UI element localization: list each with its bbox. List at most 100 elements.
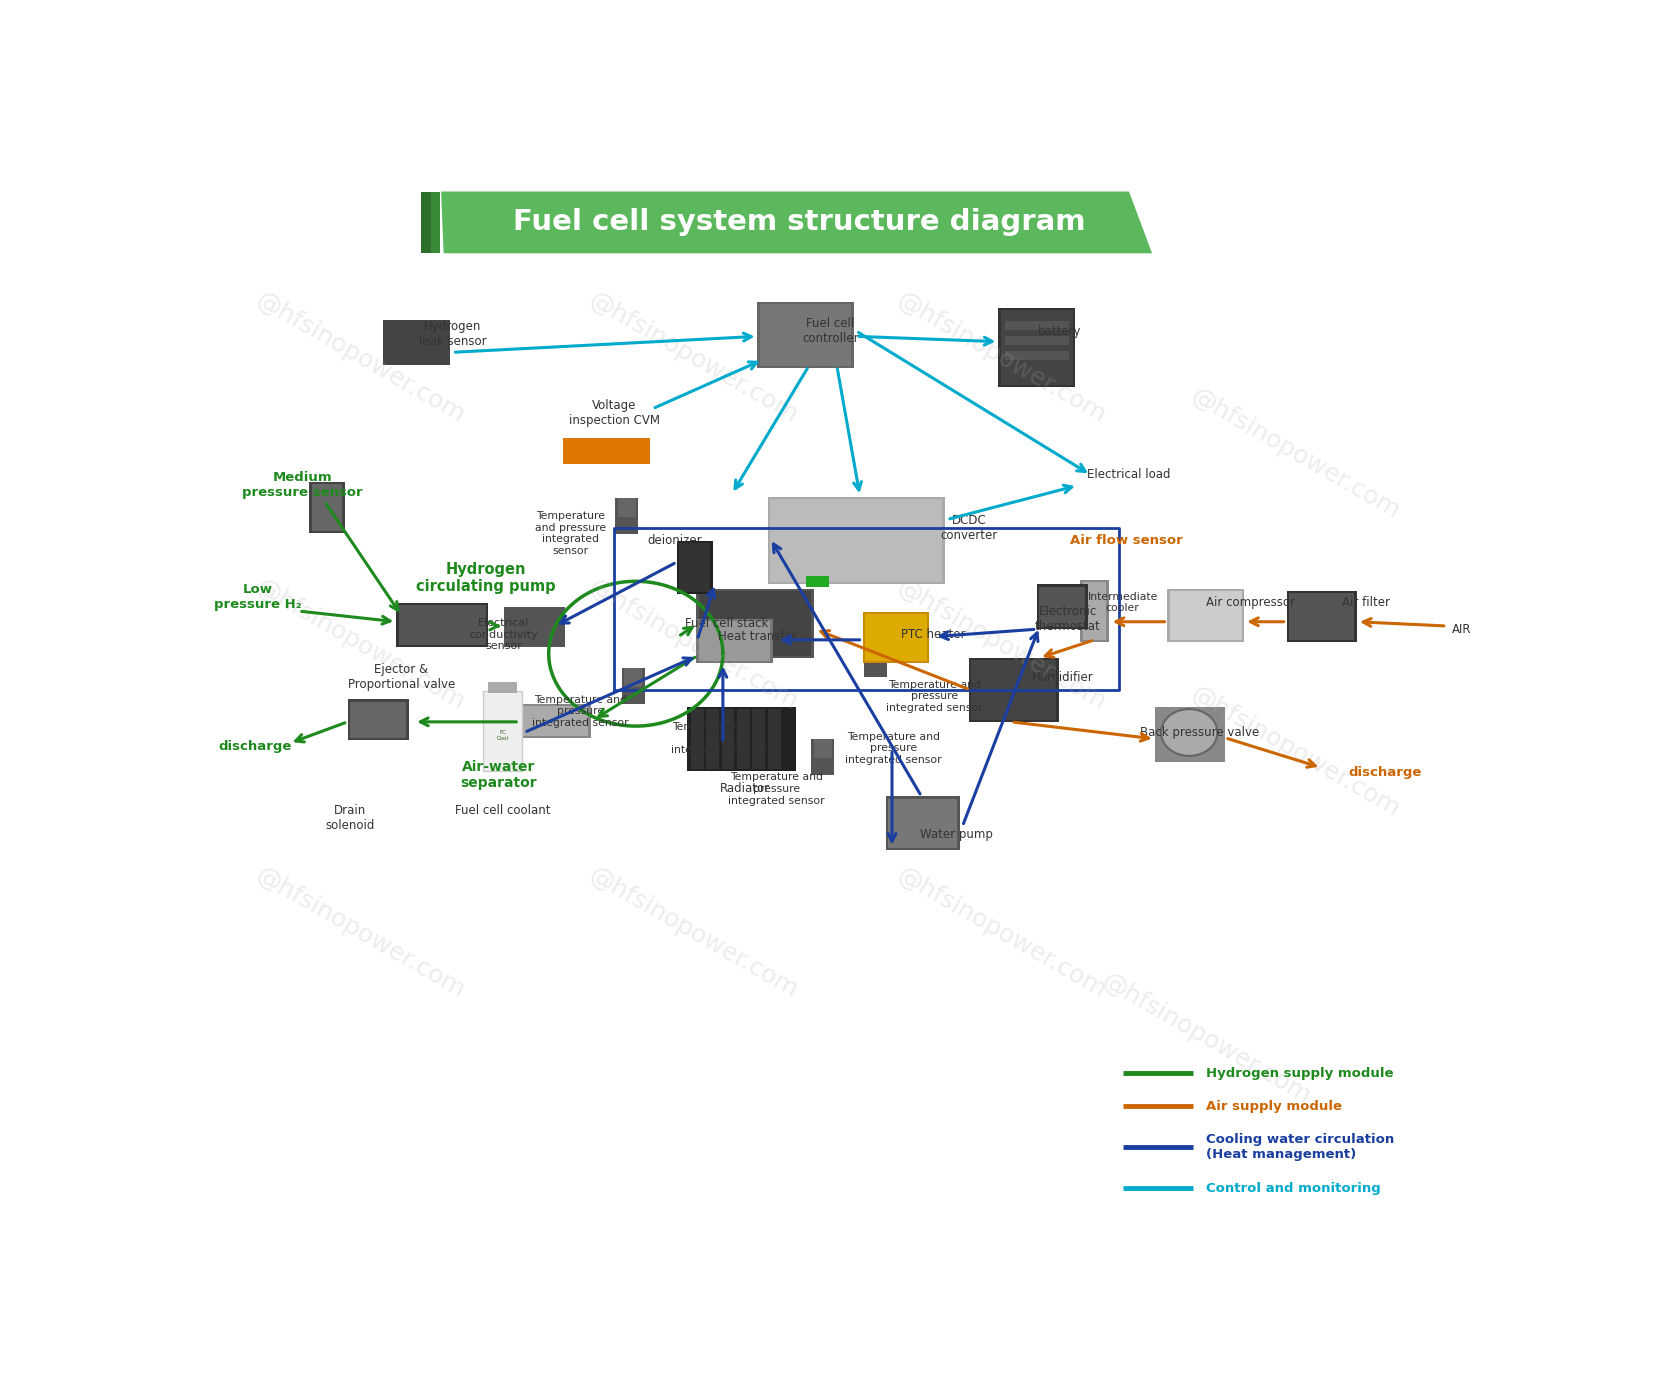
- FancyBboxPatch shape: [504, 607, 565, 647]
- FancyBboxPatch shape: [618, 498, 636, 517]
- Circle shape: [1160, 709, 1217, 757]
- Text: Voltage
inspection CVM: Voltage inspection CVM: [569, 400, 660, 427]
- Text: discharge: discharge: [218, 740, 293, 752]
- Text: Low
pressure H₂: Low pressure H₂: [213, 584, 302, 611]
- FancyBboxPatch shape: [767, 496, 944, 585]
- FancyBboxPatch shape: [1167, 589, 1245, 642]
- FancyBboxPatch shape: [886, 797, 960, 849]
- Text: Humidifier: Humidifier: [1031, 671, 1093, 683]
- Text: @hfsinopower.com: @hfsinopower.com: [893, 288, 1109, 427]
- FancyBboxPatch shape: [350, 701, 407, 737]
- Text: @hfsinopower.com: @hfsinopower.com: [251, 288, 469, 427]
- FancyBboxPatch shape: [1040, 586, 1086, 626]
- Polygon shape: [441, 191, 1152, 253]
- FancyBboxPatch shape: [696, 589, 813, 658]
- Text: Water pump: Water pump: [919, 828, 992, 841]
- Text: PTC heater: PTC heater: [901, 628, 965, 640]
- FancyBboxPatch shape: [998, 307, 1074, 387]
- Text: Temperature
and pressure
integrated
sensor: Temperature and pressure integrated sens…: [536, 510, 607, 556]
- FancyBboxPatch shape: [972, 660, 1056, 719]
- FancyBboxPatch shape: [1154, 707, 1225, 762]
- Text: Drain
solenoid: Drain solenoid: [326, 804, 375, 831]
- Text: @hfsinopower.com: @hfsinopower.com: [1187, 682, 1405, 822]
- FancyBboxPatch shape: [1289, 593, 1354, 640]
- FancyBboxPatch shape: [696, 618, 774, 664]
- FancyBboxPatch shape: [866, 640, 884, 660]
- Text: Temperature and
pressure
integrated sensor: Temperature and pressure integrated sens…: [845, 732, 942, 765]
- Text: @hfsinopower.com: @hfsinopower.com: [585, 863, 802, 1003]
- FancyBboxPatch shape: [770, 499, 942, 582]
- Text: Heat transfer: Heat transfer: [717, 631, 797, 643]
- Text: Radiator: Radiator: [719, 783, 770, 795]
- FancyBboxPatch shape: [615, 498, 638, 534]
- FancyBboxPatch shape: [807, 575, 830, 586]
- Text: Fuel cell coolant: Fuel cell coolant: [455, 804, 550, 817]
- Text: battery: battery: [1038, 325, 1081, 337]
- Text: FC
Cool: FC Cool: [496, 730, 509, 741]
- Text: @hfsinopower.com: @hfsinopower.com: [1098, 969, 1314, 1109]
- FancyBboxPatch shape: [420, 191, 433, 253]
- FancyBboxPatch shape: [706, 709, 719, 769]
- FancyBboxPatch shape: [699, 621, 770, 661]
- FancyBboxPatch shape: [688, 707, 797, 770]
- FancyBboxPatch shape: [489, 682, 517, 693]
- FancyBboxPatch shape: [1081, 581, 1109, 642]
- Text: Air flow sensor: Air flow sensor: [1069, 534, 1184, 548]
- Text: Fuel cell
controller: Fuel cell controller: [802, 317, 860, 344]
- FancyBboxPatch shape: [1286, 591, 1357, 642]
- FancyBboxPatch shape: [699, 591, 812, 656]
- FancyBboxPatch shape: [865, 640, 888, 678]
- FancyBboxPatch shape: [312, 484, 342, 531]
- FancyBboxPatch shape: [398, 604, 486, 644]
- Text: Electrical
conductivity
sensor: Electrical conductivity sensor: [469, 618, 539, 651]
- Text: Air compressor: Air compressor: [1207, 596, 1296, 609]
- FancyBboxPatch shape: [562, 437, 650, 465]
- FancyBboxPatch shape: [347, 700, 408, 740]
- Text: @hfsinopower.com: @hfsinopower.com: [251, 575, 469, 715]
- FancyBboxPatch shape: [1083, 582, 1106, 640]
- FancyBboxPatch shape: [767, 709, 780, 769]
- FancyBboxPatch shape: [676, 541, 712, 595]
- Text: Temperature and
pressure
integrated sensor: Temperature and pressure integrated sens…: [886, 679, 982, 712]
- Text: AIR: AIR: [1453, 622, 1471, 636]
- FancyBboxPatch shape: [969, 658, 1058, 722]
- Text: Temperature and
pressure
integrated sensor: Temperature and pressure integrated sens…: [729, 772, 825, 805]
- Text: Electronic
thermostat: Electronic thermostat: [1035, 604, 1101, 632]
- FancyBboxPatch shape: [521, 704, 592, 737]
- Text: Hydrogen supply module: Hydrogen supply module: [1207, 1066, 1393, 1080]
- FancyBboxPatch shape: [309, 483, 345, 534]
- Text: deionizer: deionizer: [646, 534, 701, 548]
- FancyBboxPatch shape: [812, 739, 835, 774]
- FancyBboxPatch shape: [1036, 585, 1088, 629]
- FancyBboxPatch shape: [397, 603, 489, 647]
- Text: Fuel cell system structure diagram: Fuel cell system structure diagram: [512, 209, 1086, 236]
- Text: discharge: discharge: [1349, 766, 1422, 780]
- FancyBboxPatch shape: [1005, 336, 1069, 344]
- Text: @hfsinopower.com: @hfsinopower.com: [585, 575, 802, 715]
- FancyBboxPatch shape: [1005, 321, 1069, 331]
- FancyBboxPatch shape: [760, 304, 851, 366]
- Text: Ejector &
Proportional valve: Ejector & Proportional valve: [347, 662, 455, 692]
- FancyBboxPatch shape: [752, 709, 765, 769]
- Text: Fuel cell stack: Fuel cell stack: [684, 617, 769, 631]
- FancyBboxPatch shape: [813, 739, 831, 758]
- Text: Air filter: Air filter: [1342, 596, 1390, 609]
- FancyBboxPatch shape: [483, 692, 522, 770]
- FancyBboxPatch shape: [679, 544, 711, 592]
- Text: DCDC
converter: DCDC converter: [941, 514, 997, 542]
- FancyBboxPatch shape: [865, 614, 927, 661]
- Text: Control and monitoring: Control and monitoring: [1207, 1182, 1380, 1195]
- FancyBboxPatch shape: [522, 705, 588, 736]
- FancyBboxPatch shape: [722, 709, 734, 769]
- FancyBboxPatch shape: [625, 668, 643, 687]
- Text: @hfsinopower.com: @hfsinopower.com: [585, 288, 802, 427]
- Text: Back pressure valve: Back pressure valve: [1141, 726, 1260, 739]
- Text: Temperature and
pressure
integrated sensor: Temperature and pressure integrated sens…: [671, 722, 767, 755]
- Text: @hfsinopower.com: @hfsinopower.com: [251, 863, 469, 1003]
- Text: Temperature and
pressure
integrated sensor: Temperature and pressure integrated sens…: [532, 694, 630, 727]
- FancyBboxPatch shape: [1005, 351, 1069, 360]
- FancyBboxPatch shape: [691, 709, 704, 769]
- Text: Electrical load: Electrical load: [1088, 469, 1170, 481]
- Text: @hfsinopower.com: @hfsinopower.com: [893, 575, 1109, 715]
- Text: Cooling water circulation
(Heat management): Cooling water circulation (Heat manageme…: [1207, 1133, 1393, 1160]
